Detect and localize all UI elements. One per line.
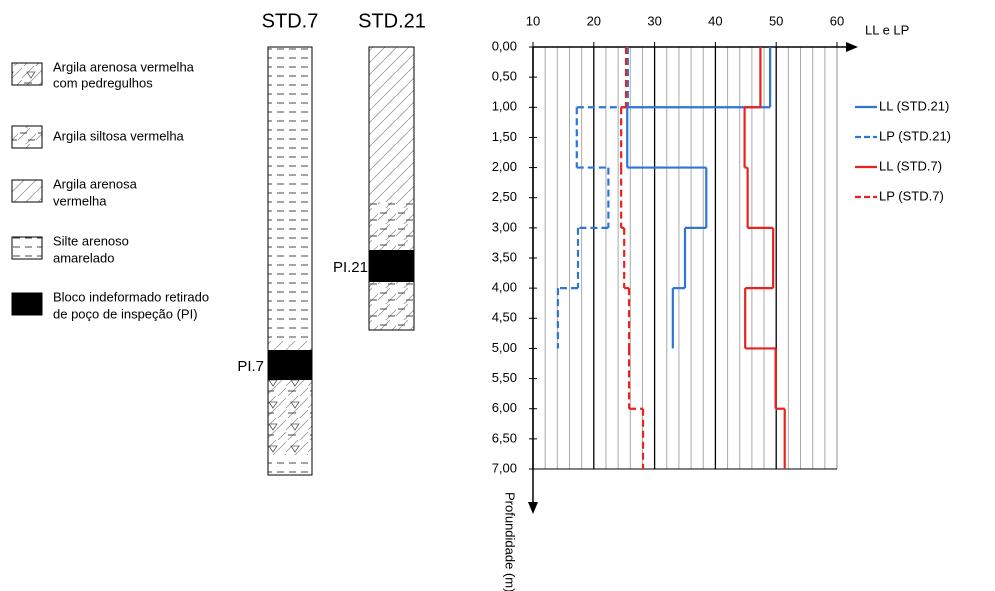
legend-label: LP (STD.21) <box>879 128 951 143</box>
layer <box>369 202 414 250</box>
legend-text: de poço de inspeção (PI) <box>53 306 198 321</box>
y-tick-label: 5,00 <box>492 340 517 355</box>
borehole-outline <box>267 46 313 476</box>
legend-text: vermelha <box>53 193 107 208</box>
borehole: STD.21 PI.21 <box>333 10 426 331</box>
y-tick-label: 7,00 <box>492 460 517 475</box>
y-tick-label: 3,50 <box>492 249 517 264</box>
legend-text: amarelado <box>53 250 114 265</box>
swatch <box>11 179 43 203</box>
legend-text: Bloco indeformado retirado <box>53 289 209 304</box>
pi-label: PI.7 <box>237 358 264 375</box>
layer <box>369 282 414 330</box>
y-tick-label: 3,00 <box>492 219 517 234</box>
borehole-title: STD.7 <box>262 10 319 32</box>
legend-text: Silte arenoso <box>53 233 129 248</box>
x-axis-arrow <box>846 42 858 52</box>
y-tick-label: 1,50 <box>492 129 517 144</box>
borehole: STD.7 PI.7 <box>237 10 319 476</box>
swatch <box>11 62 43 86</box>
swatch <box>11 292 43 316</box>
y-axis-label: Profundidade (m) <box>503 492 518 591</box>
layer <box>268 341 312 350</box>
x-axis-label: LL e LP <box>865 22 909 37</box>
y-tick-label: 0,50 <box>492 69 517 84</box>
x-tick-label: 20 <box>587 13 601 28</box>
legend-text: com pedregulhos <box>53 75 153 90</box>
y-tick-label: 4,00 <box>492 280 517 295</box>
soil-legend: Argila arenosa vermelha com pedregulhos … <box>11 59 209 321</box>
borehole-outline <box>368 46 415 331</box>
x-tick-label: 60 <box>830 13 844 28</box>
legend-label: LP (STD.7) <box>879 188 944 203</box>
swatch <box>11 125 43 149</box>
legend-text: Argila arenosa <box>53 176 138 191</box>
y-axis-arrow <box>528 502 538 514</box>
legend-text: Argila siltosa vermelha <box>53 128 185 143</box>
swatch <box>11 236 43 260</box>
x-tick-label: 10 <box>526 13 540 28</box>
y-tick-label: 1,00 <box>492 99 517 114</box>
y-tick-label: 0,00 <box>492 38 517 53</box>
y-tick-label: 5,50 <box>492 370 517 385</box>
layer <box>369 47 414 202</box>
legend-label: LL (STD.7) <box>879 158 942 173</box>
borehole-title: STD.21 <box>358 10 426 32</box>
x-tick-label: 30 <box>647 13 661 28</box>
y-tick-label: 4,50 <box>492 310 517 325</box>
layer <box>268 380 312 455</box>
x-tick-label: 50 <box>769 13 783 28</box>
layer <box>268 47 312 341</box>
y-tick-label: 6,50 <box>492 430 517 445</box>
y-tick-label: 2,00 <box>492 159 517 174</box>
layer <box>268 350 312 380</box>
layer <box>268 455 312 475</box>
layer <box>369 250 414 282</box>
legend-label: LL (STD.21) <box>879 98 949 113</box>
y-tick-label: 2,50 <box>492 189 517 204</box>
x-tick-label: 40 <box>708 13 722 28</box>
y-tick-label: 6,00 <box>492 400 517 415</box>
legend-text: Argila arenosa vermelha <box>53 59 195 74</box>
pi-label: PI.21 <box>333 259 368 276</box>
chart: LL e LP Profundidade (m) 10 20 30 40 50 60 0,0… <box>492 13 951 591</box>
